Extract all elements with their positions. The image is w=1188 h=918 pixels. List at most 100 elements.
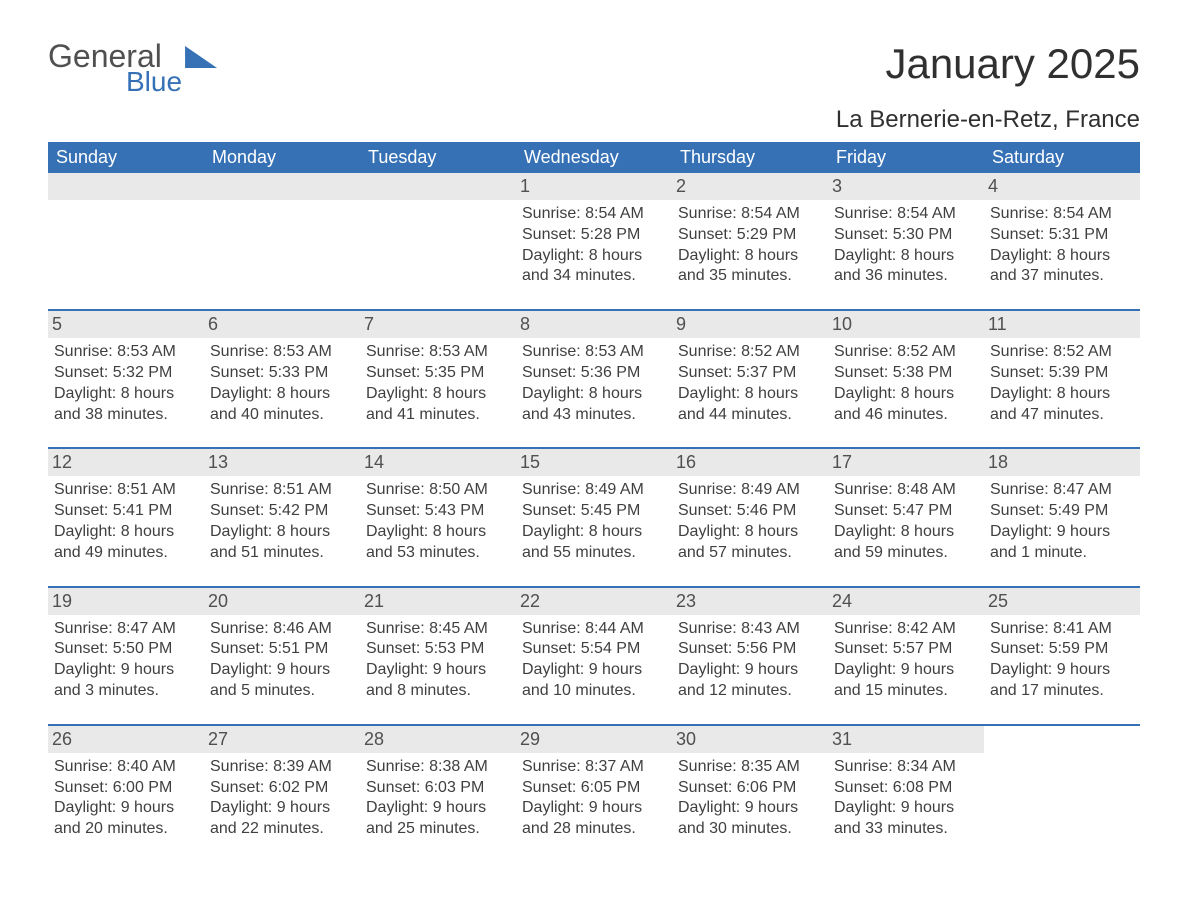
day-sunrise: Sunrise: 8:41 AM bbox=[990, 619, 1134, 640]
day-info: Sunrise: 8:47 AMSunset: 5:50 PMDaylight:… bbox=[54, 619, 198, 702]
day-dl1: Daylight: 8 hours bbox=[522, 246, 666, 267]
day-sunset: Sunset: 5:59 PM bbox=[990, 639, 1134, 660]
day-number: 31 bbox=[828, 726, 984, 753]
weekday-header: Friday bbox=[828, 142, 984, 173]
day-dl2: and 35 minutes. bbox=[678, 266, 822, 287]
calendar-day: 7Sunrise: 8:53 AMSunset: 5:35 PMDaylight… bbox=[360, 311, 516, 448]
day-dl2: and 30 minutes. bbox=[678, 819, 822, 840]
day-sunrise: Sunrise: 8:34 AM bbox=[834, 757, 978, 778]
day-sunset: Sunset: 5:32 PM bbox=[54, 363, 198, 384]
calendar-day: 20Sunrise: 8:46 AMSunset: 5:51 PMDayligh… bbox=[204, 588, 360, 725]
day-sunset: Sunset: 5:33 PM bbox=[210, 363, 354, 384]
day-info: Sunrise: 8:53 AMSunset: 5:33 PMDaylight:… bbox=[210, 342, 354, 425]
day-sunset: Sunset: 5:36 PM bbox=[522, 363, 666, 384]
day-number: 7 bbox=[360, 311, 516, 338]
day-dl1: Daylight: 9 hours bbox=[834, 660, 978, 681]
calendar-day: 26Sunrise: 8:40 AMSunset: 6:00 PMDayligh… bbox=[48, 726, 204, 862]
empty-daynum bbox=[360, 173, 516, 200]
day-dl1: Daylight: 9 hours bbox=[54, 660, 198, 681]
day-sunrise: Sunrise: 8:52 AM bbox=[834, 342, 978, 363]
day-info: Sunrise: 8:49 AMSunset: 5:45 PMDaylight:… bbox=[522, 480, 666, 563]
weekday-header: Tuesday bbox=[360, 142, 516, 173]
calendar-day: 10Sunrise: 8:52 AMSunset: 5:38 PMDayligh… bbox=[828, 311, 984, 448]
day-info: Sunrise: 8:51 AMSunset: 5:41 PMDaylight:… bbox=[54, 480, 198, 563]
day-dl2: and 55 minutes. bbox=[522, 543, 666, 564]
day-sunset: Sunset: 5:56 PM bbox=[678, 639, 822, 660]
day-number: 8 bbox=[516, 311, 672, 338]
day-sunset: Sunset: 5:45 PM bbox=[522, 501, 666, 522]
day-dl2: and 51 minutes. bbox=[210, 543, 354, 564]
day-info: Sunrise: 8:42 AMSunset: 5:57 PMDaylight:… bbox=[834, 619, 978, 702]
day-info: Sunrise: 8:49 AMSunset: 5:46 PMDaylight:… bbox=[678, 480, 822, 563]
day-info: Sunrise: 8:53 AMSunset: 5:32 PMDaylight:… bbox=[54, 342, 198, 425]
day-sunset: Sunset: 5:30 PM bbox=[834, 225, 978, 246]
day-dl2: and 41 minutes. bbox=[366, 405, 510, 426]
day-number: 16 bbox=[672, 449, 828, 476]
day-sunset: Sunset: 5:57 PM bbox=[834, 639, 978, 660]
day-dl2: and 25 minutes. bbox=[366, 819, 510, 840]
day-number: 6 bbox=[204, 311, 360, 338]
day-dl1: Daylight: 8 hours bbox=[366, 384, 510, 405]
day-sunrise: Sunrise: 8:42 AM bbox=[834, 619, 978, 640]
day-dl1: Daylight: 9 hours bbox=[210, 798, 354, 819]
day-info: Sunrise: 8:54 AMSunset: 5:30 PMDaylight:… bbox=[834, 204, 978, 287]
day-number: 19 bbox=[48, 588, 204, 615]
logo-text-blue: Blue bbox=[126, 68, 182, 96]
day-info: Sunrise: 8:39 AMSunset: 6:02 PMDaylight:… bbox=[210, 757, 354, 840]
day-info: Sunrise: 8:52 AMSunset: 5:37 PMDaylight:… bbox=[678, 342, 822, 425]
day-sunset: Sunset: 5:39 PM bbox=[990, 363, 1134, 384]
weekday-header: Saturday bbox=[984, 142, 1140, 173]
calendar-day: 4 Sunrise: 8:54 AMSunset: 5:31 PMDaylight… bbox=[984, 173, 1140, 310]
day-sunrise: Sunrise: 8:46 AM bbox=[210, 619, 354, 640]
calendar-day-empty bbox=[360, 173, 516, 310]
calendar-day: 29Sunrise: 8:37 AMSunset: 6:05 PMDayligh… bbox=[516, 726, 672, 862]
day-sunrise: Sunrise: 8:39 AM bbox=[210, 757, 354, 778]
day-sunset: Sunset: 5:51 PM bbox=[210, 639, 354, 660]
day-sunrise: Sunrise: 8:40 AM bbox=[54, 757, 198, 778]
day-dl2: and 47 minutes. bbox=[990, 405, 1134, 426]
day-number: 18 bbox=[984, 449, 1140, 476]
day-dl2: and 20 minutes. bbox=[54, 819, 198, 840]
calendar-day: 12Sunrise: 8:51 AMSunset: 5:41 PMDayligh… bbox=[48, 449, 204, 586]
day-sunset: Sunset: 5:50 PM bbox=[54, 639, 198, 660]
day-sunrise: Sunrise: 8:54 AM bbox=[522, 204, 666, 225]
day-info: Sunrise: 8:54 AMSunset: 5:31 PMDaylight:… bbox=[990, 204, 1134, 287]
day-info: Sunrise: 8:54 AMSunset: 5:28 PMDaylight:… bbox=[522, 204, 666, 287]
day-sunset: Sunset: 5:29 PM bbox=[678, 225, 822, 246]
day-sunset: Sunset: 5:54 PM bbox=[522, 639, 666, 660]
day-number: 25 bbox=[984, 588, 1140, 615]
header-bar: General Blue January 2025 La Bernerie-en… bbox=[48, 40, 1140, 134]
day-dl2: and 17 minutes. bbox=[990, 681, 1134, 702]
calendar-day: 22Sunrise: 8:44 AMSunset: 5:54 PMDayligh… bbox=[516, 588, 672, 725]
day-number: 28 bbox=[360, 726, 516, 753]
day-number: 26 bbox=[48, 726, 204, 753]
day-info: Sunrise: 8:35 AMSunset: 6:06 PMDaylight:… bbox=[678, 757, 822, 840]
day-dl1: Daylight: 8 hours bbox=[54, 384, 198, 405]
day-dl1: Daylight: 8 hours bbox=[210, 522, 354, 543]
day-dl1: Daylight: 8 hours bbox=[522, 522, 666, 543]
day-dl1: Daylight: 8 hours bbox=[366, 522, 510, 543]
day-dl2: and 37 minutes. bbox=[990, 266, 1134, 287]
day-dl1: Daylight: 8 hours bbox=[834, 246, 978, 267]
day-sunset: Sunset: 5:42 PM bbox=[210, 501, 354, 522]
calendar-day: 23Sunrise: 8:43 AMSunset: 5:56 PMDayligh… bbox=[672, 588, 828, 725]
day-dl1: Daylight: 9 hours bbox=[990, 522, 1134, 543]
day-number: 29 bbox=[516, 726, 672, 753]
day-dl1: Daylight: 8 hours bbox=[678, 522, 822, 543]
day-dl2: and 46 minutes. bbox=[834, 405, 978, 426]
day-dl1: Daylight: 8 hours bbox=[678, 246, 822, 267]
day-number: 4 bbox=[984, 173, 1140, 200]
day-info: Sunrise: 8:53 AMSunset: 5:36 PMDaylight:… bbox=[522, 342, 666, 425]
calendar-week: 12Sunrise: 8:51 AMSunset: 5:41 PMDayligh… bbox=[48, 449, 1140, 586]
calendar-day: 3 Sunrise: 8:54 AMSunset: 5:30 PMDaylight… bbox=[828, 173, 984, 310]
calendar-day: 30Sunrise: 8:35 AMSunset: 6:06 PMDayligh… bbox=[672, 726, 828, 862]
calendar-day: 18Sunrise: 8:47 AMSunset: 5:49 PMDayligh… bbox=[984, 449, 1140, 586]
day-sunrise: Sunrise: 8:47 AM bbox=[54, 619, 198, 640]
day-sunrise: Sunrise: 8:54 AM bbox=[678, 204, 822, 225]
day-dl2: and 12 minutes. bbox=[678, 681, 822, 702]
calendar-day: 24Sunrise: 8:42 AMSunset: 5:57 PMDayligh… bbox=[828, 588, 984, 725]
day-number: 3 bbox=[828, 173, 984, 200]
day-sunrise: Sunrise: 8:43 AM bbox=[678, 619, 822, 640]
day-dl1: Daylight: 9 hours bbox=[366, 798, 510, 819]
day-sunrise: Sunrise: 8:52 AM bbox=[990, 342, 1134, 363]
